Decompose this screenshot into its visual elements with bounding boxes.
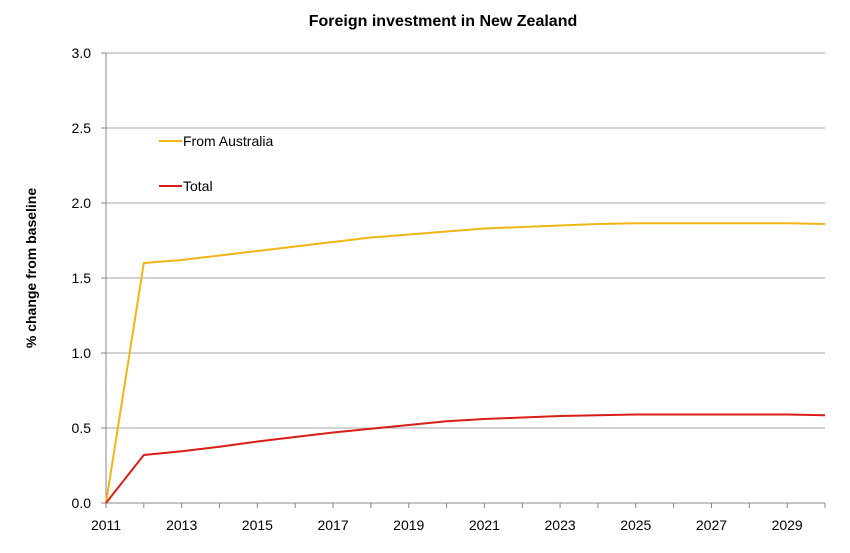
series-layer xyxy=(105,222,826,504)
series-line-1 xyxy=(105,413,826,504)
y-tick-label-0: 0.0 xyxy=(72,495,92,511)
x-tick-label-5: 2021 xyxy=(469,517,500,533)
gridlines xyxy=(106,52,825,429)
x-tick-label-6: 2023 xyxy=(545,517,576,533)
y-tick-label-3: 1.5 xyxy=(72,270,92,286)
x-tick-label-1: 2013 xyxy=(166,517,197,533)
x-tick-label-7: 2025 xyxy=(620,517,651,533)
legend-label-1: Total xyxy=(183,178,213,194)
x-tick-label-9: 2029 xyxy=(772,517,803,533)
y-axis-label: % change from baseline xyxy=(23,188,39,348)
x-tick-label-0: 2011 xyxy=(91,517,121,533)
x-axis-ticks: 2011 2013 2015 2017 2019 2021 2023 2025 2027 2029 xyxy=(91,503,826,533)
x-tick-label-8: 2027 xyxy=(696,517,727,533)
legend: From Australia Total xyxy=(159,133,273,194)
x-tick-label-2: 2015 xyxy=(242,517,273,533)
chart-title: Foreign investment in New Zealand xyxy=(309,13,578,30)
y-tick-label-6: 3.0 xyxy=(72,45,92,61)
y-tick-label-1: 0.5 xyxy=(72,420,92,436)
y-tick-label-2: 1.0 xyxy=(72,345,92,361)
series-line-0 xyxy=(105,222,826,504)
y-tick-label-5: 2.5 xyxy=(72,120,92,136)
x-tick-label-3: 2017 xyxy=(317,517,348,533)
x-tick-label-4: 2019 xyxy=(393,517,424,533)
y-axis-ticks: 0.0 0.5 1.0 1.5 2.0 2.5 3.0 xyxy=(72,45,106,511)
legend-label-0: From Australia xyxy=(183,133,273,149)
y-tick-label-4: 2.0 xyxy=(72,195,92,211)
